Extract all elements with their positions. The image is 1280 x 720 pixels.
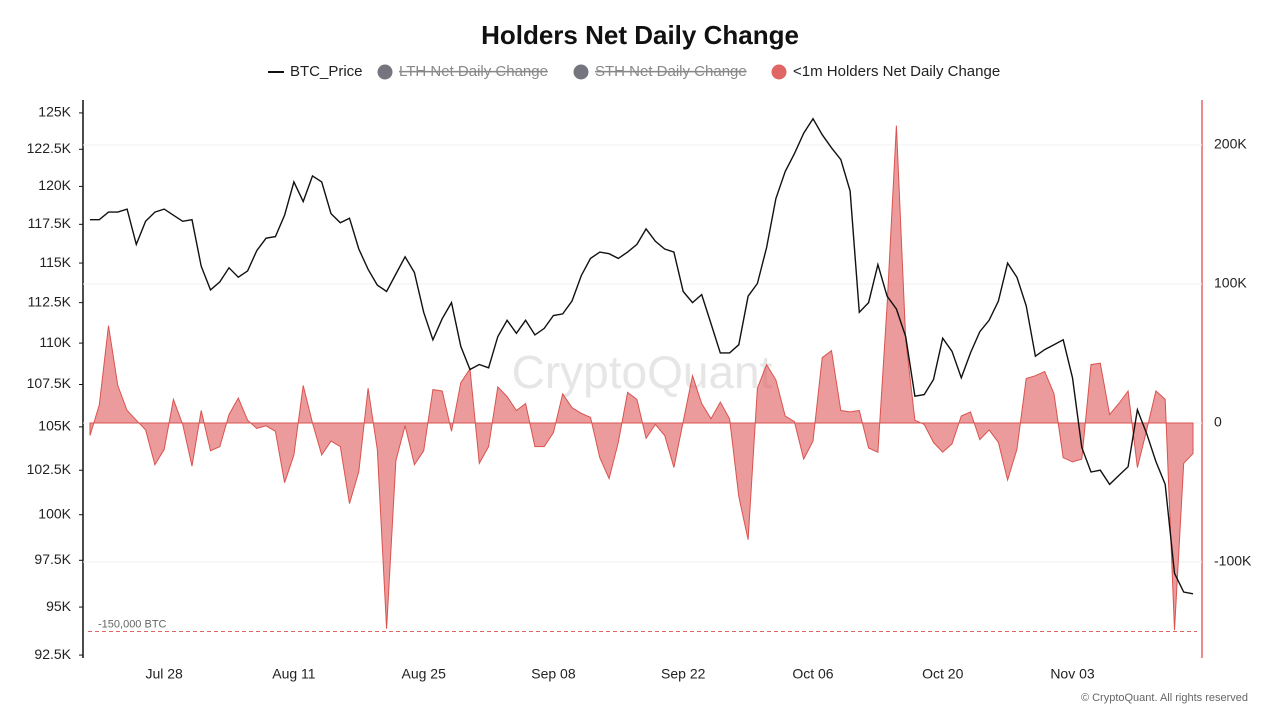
legend-swatch[interactable] [573,64,589,80]
x-tick-label: Nov 03 [1050,666,1095,682]
price-line [90,117,1194,595]
net-change-area [89,125,1194,631]
watermark: CryptoQuant [512,346,773,398]
y-tick-label: 120K [38,177,71,193]
x-tick-label: Jul 28 [145,666,183,682]
y-tick-label: 100K [38,505,71,521]
legend-label[interactable]: STH Net Daily Change [595,63,747,80]
y2-tick-label: 0 [1214,414,1222,430]
legend-swatch[interactable] [377,64,393,80]
x-tick-label: Oct 20 [922,666,963,682]
x-tick-label: Aug 11 [272,666,316,682]
y-tick-label: 122.5K [27,140,72,156]
y-tick-label: 112.5K [28,293,72,309]
x-tick-label: Aug 25 [401,666,446,682]
y-tick-label: 97.5K [34,551,71,567]
x-tick-label: Sep 08 [531,666,576,682]
threshold-label: -150,000 BTC [98,618,167,630]
y-tick-label: 92.5K [34,646,71,662]
y-tick-label: 117.5K [28,215,72,231]
y-tick-label: 102.5K [27,461,72,477]
y-tick-label: 115K [39,254,71,270]
x-tick-label: Sep 22 [661,666,706,682]
y-tick-label: 105K [38,418,71,434]
y-tick-label: 110K [39,334,71,350]
legend-label[interactable]: <1m Holders Net Daily Change [793,63,1000,80]
y-tick-label: 125K [38,104,71,120]
x-tick-label: Oct 06 [792,666,833,682]
legend-label[interactable]: BTC_Price [290,63,363,80]
y-tick-label: 95K [46,598,72,614]
y2-tick-label: 100K [1214,275,1247,291]
legend-label[interactable]: LTH Net Daily Change [399,63,548,80]
y2-tick-label: 200K [1214,136,1247,152]
legend-swatch[interactable] [771,64,787,80]
chart-title: Holders Net Daily Change [481,20,799,50]
y2-tick-label: -100K [1214,553,1252,569]
y-tick-label: 107.5K [27,375,72,391]
credit: © CryptoQuant. All rights reserved [1081,692,1248,704]
